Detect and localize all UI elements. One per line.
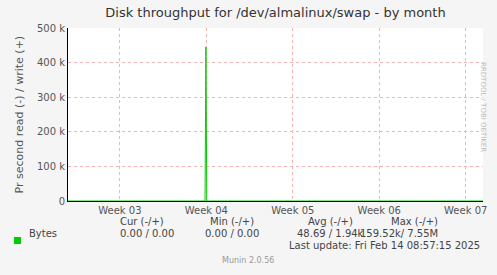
svg-text:Cur (-/+): Cur (-/+) [120, 216, 164, 227]
svg-text:100 k: 100 k [37, 161, 65, 172]
svg-text:Bytes: Bytes [29, 228, 57, 239]
svg-text:300 k: 300 k [37, 92, 65, 103]
svg-text:0.00 / 0.00: 0.00 / 0.00 [120, 228, 174, 239]
svg-text:400 k: 400 k [37, 57, 65, 68]
svg-text:Pr second read (-) / write (+): Pr second read (-) / write (+) [13, 36, 26, 194]
svg-text:0.00 / 0.00: 0.00 / 0.00 [205, 228, 259, 239]
svg-text:RRDTOOL / TOBI OETIKER: RRDTOOL / TOBI OETIKER [479, 62, 487, 152]
svg-text:Week 03: Week 03 [98, 205, 141, 216]
svg-text:Week 07: Week 07 [444, 205, 487, 216]
svg-text:Max (-/+): Max (-/+) [391, 216, 438, 227]
svg-text:Avg (-/+): Avg (-/+) [308, 216, 353, 227]
svg-text:Munin 2.0.56: Munin 2.0.56 [222, 256, 274, 265]
svg-text:159.52k/ 7.55M: 159.52k/ 7.55M [360, 228, 438, 239]
svg-text:Min (-/+): Min (-/+) [210, 216, 254, 227]
svg-text:Week 05: Week 05 [271, 205, 314, 216]
svg-text:48.69 / 1.94k: 48.69 / 1.94k [297, 228, 364, 239]
svg-text:Last update: Fri Feb 14 08:57:: Last update: Fri Feb 14 08:57:15 2025 [289, 240, 480, 251]
svg-text:200 k: 200 k [37, 126, 65, 137]
svg-text:500 k: 500 k [37, 23, 65, 34]
svg-text:Week 06: Week 06 [358, 205, 401, 216]
svg-text:Week 04: Week 04 [185, 205, 228, 216]
svg-text:0: 0 [59, 196, 65, 207]
svg-text:Disk throughput for /dev/almal: Disk throughput for /dev/almalinux/swap … [105, 5, 445, 20]
